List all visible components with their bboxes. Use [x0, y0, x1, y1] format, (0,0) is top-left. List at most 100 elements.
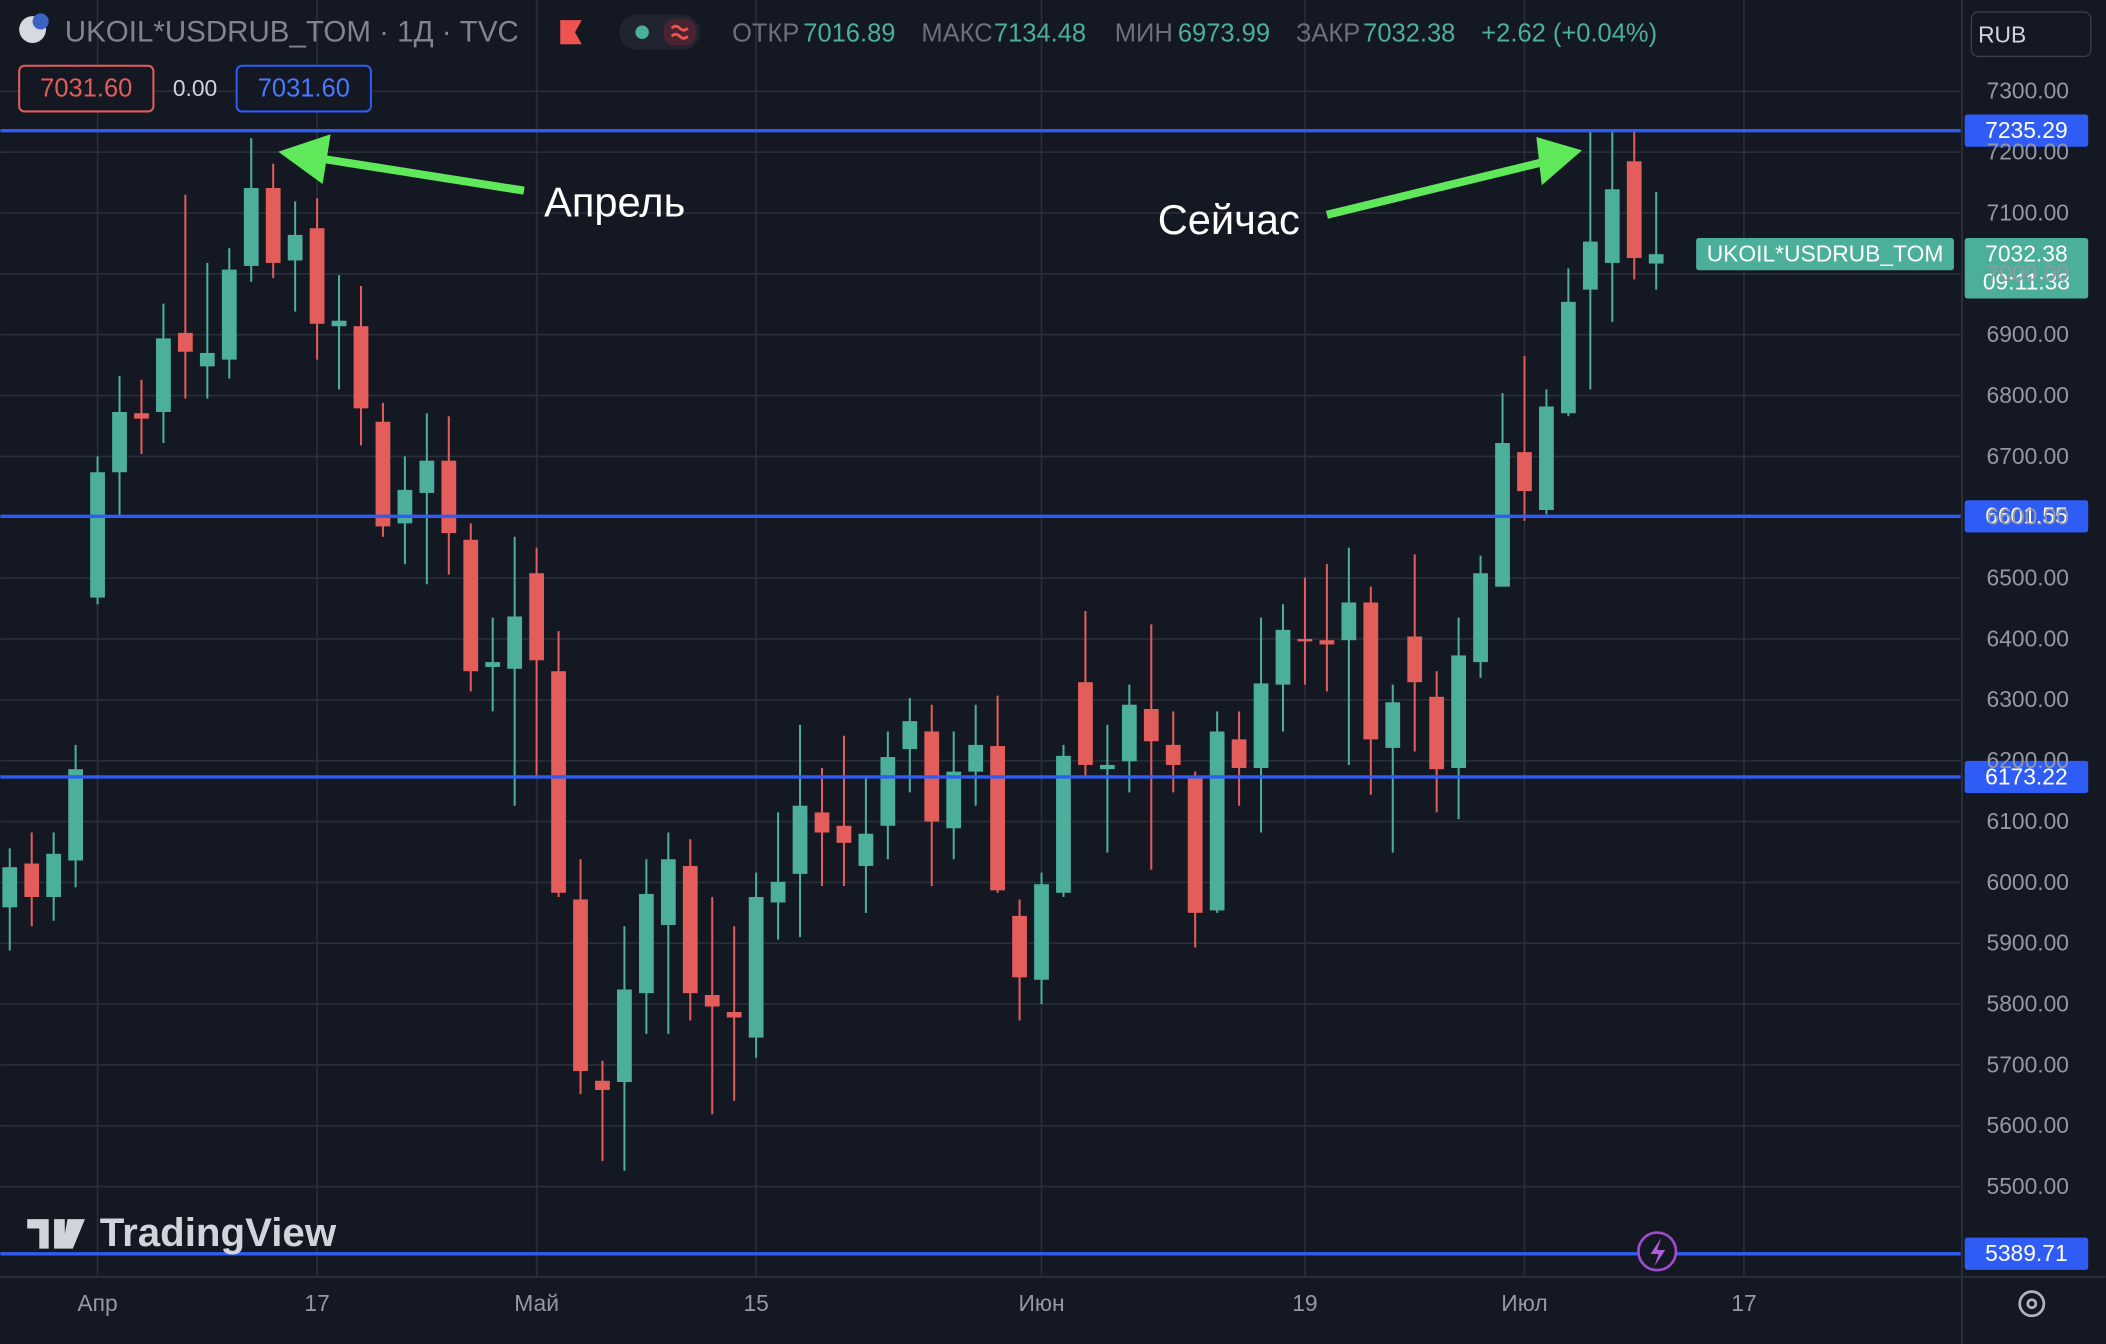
candle-body [46, 853, 62, 898]
candle-body [814, 812, 830, 833]
price-tag [1696, 238, 1954, 271]
y-tick-label: 6600.00 [1987, 504, 2069, 530]
level-label: 6173.22 [1985, 763, 2067, 789]
watermark: TradingView [27, 1210, 337, 1255]
candle-body [1429, 696, 1445, 770]
y-tick-label: 7200.00 [1987, 139, 2069, 165]
candle-body [221, 269, 237, 360]
candle-body [726, 1012, 742, 1018]
candle-body [1451, 655, 1467, 768]
candle-body [156, 338, 171, 412]
candle-body [1165, 744, 1181, 765]
candle-body [1626, 161, 1642, 259]
candle-body [441, 460, 457, 534]
annotation: Сейчас [1158, 196, 1300, 243]
header: UKOIL*USDRUB_TOM · 1Д · TVC ОТКР 7016.89… [18, 13, 1657, 113]
candle-body [177, 332, 193, 352]
flag-marker[interactable] [560, 20, 582, 45]
level-tag [1964, 114, 2089, 147]
ohlc-label: ЗАКР [1296, 20, 1360, 48]
candle-body [836, 825, 852, 843]
ohlc-value: 6973.99 [1178, 20, 1270, 48]
candle-body [617, 989, 632, 1083]
level-tag [1964, 760, 2089, 794]
y-tick-label: 7300.00 [1987, 78, 2069, 104]
annotations: Апрель Сейчас [278, 134, 1583, 243]
y-tick-label: 6900.00 [1987, 321, 2069, 347]
candle-body [770, 881, 786, 903]
overlays: 7235.29 6601.55 6173.22 5389.71 UKOIL*USDRUB… [0, 114, 2089, 1270]
candle-body [1253, 683, 1269, 768]
y-tick-label: 6200.00 [1987, 747, 2069, 773]
candle-body [1012, 915, 1027, 978]
candle-body [748, 897, 764, 1038]
last-price: 7032.38 [1985, 241, 2067, 267]
candle-body [1078, 682, 1093, 765]
candle-body [331, 320, 347, 327]
sell-button[interactable] [18, 64, 155, 113]
candle-body [595, 1080, 610, 1090]
candle-body [24, 863, 40, 898]
chart-title: UKOIL*USDRUB_TOM · 1Д · TVC [65, 15, 519, 48]
candle-body [90, 472, 105, 598]
ohlc-value: 7134.48 [994, 20, 1086, 48]
candle-body [1319, 640, 1335, 645]
candle-body [199, 352, 215, 367]
candle-body [375, 421, 391, 527]
x-tick-label: 15 [743, 1290, 768, 1316]
candle-body [704, 994, 720, 1007]
candle-body [1473, 573, 1488, 663]
y-tick-label: 6500.00 [1987, 564, 2069, 590]
candle-body [1385, 702, 1401, 748]
candle-body [1143, 708, 1159, 742]
candle-body [1231, 739, 1247, 768]
candle-body [507, 616, 523, 669]
ohlc-label: ОТКР [732, 20, 799, 48]
buy-price: 7031.60 [258, 75, 350, 103]
candle-body [551, 671, 566, 893]
candle-body [419, 460, 435, 493]
candle-body [990, 746, 1005, 891]
candle-body [397, 489, 413, 524]
candle-body [792, 805, 808, 874]
y-tick-label: 6800.00 [1987, 382, 2069, 408]
flag-icon [32, 13, 49, 30]
ohlc-label: МИН [1115, 20, 1173, 48]
settings-button[interactable] [2018, 1290, 2046, 1318]
arrow [319, 154, 525, 195]
candle-body [660, 859, 676, 925]
candle-body [265, 188, 281, 263]
y-tick-label: 5600.00 [1987, 1112, 2069, 1138]
candle-body [309, 228, 325, 324]
candle-body [112, 411, 127, 473]
candle-body [243, 188, 259, 266]
ohlc-label: МАКС [921, 20, 992, 48]
y-tick-label: 5500.00 [1987, 1173, 2069, 1199]
y-tick-label: 6100.00 [1987, 808, 2069, 834]
y-tick-label: 6300.00 [1987, 686, 2069, 712]
status-dot [635, 25, 649, 39]
candle-body [858, 833, 874, 866]
candle-body [1121, 704, 1137, 762]
arrow-head [1536, 136, 1583, 186]
buy-button[interactable] [235, 64, 372, 113]
currency-button[interactable] [1970, 11, 2092, 58]
candle-body [573, 899, 588, 1072]
x-tick-label: Июл [1501, 1290, 1547, 1316]
candle-body [134, 413, 149, 419]
arrow-head [278, 134, 331, 184]
candle-body [529, 573, 544, 661]
y-tick-label: 6400.00 [1987, 625, 2069, 651]
level-label: 6601.55 [1985, 503, 2067, 529]
candle-body [682, 865, 698, 994]
status-icon [663, 18, 696, 46]
arrow [1325, 158, 1543, 219]
level-label: 7235.29 [1985, 117, 2067, 143]
y-tick-label: 7000.00 [1987, 260, 2069, 286]
candle-body [1275, 629, 1291, 685]
x-tick-label: 19 [1292, 1290, 1317, 1316]
candle-body [638, 893, 654, 994]
